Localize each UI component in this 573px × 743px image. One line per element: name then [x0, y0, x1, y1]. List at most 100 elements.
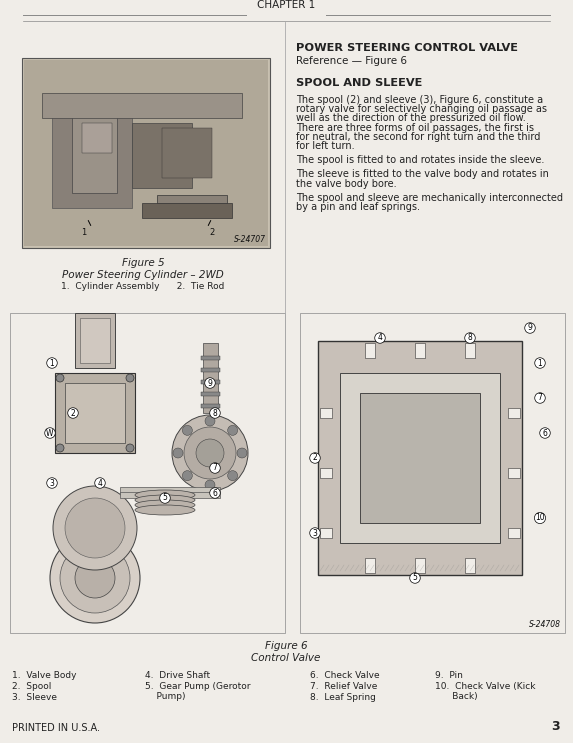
Ellipse shape [135, 500, 195, 510]
Bar [508, 408, 520, 418]
Circle shape [65, 498, 125, 558]
Text: 3: 3 [49, 478, 54, 487]
Bar [72, 113, 117, 193]
Circle shape [182, 470, 193, 481]
Text: Pump): Pump) [145, 692, 186, 701]
Text: by a pin and leaf springs.: by a pin and leaf springs. [296, 202, 420, 212]
Circle shape [205, 416, 215, 426]
Bar [120, 487, 220, 493]
Bar [320, 528, 332, 538]
Text: 9: 9 [528, 323, 532, 333]
Bar [465, 343, 475, 358]
Text: 2: 2 [70, 409, 76, 418]
Bar [157, 195, 227, 203]
Bar [340, 373, 500, 543]
Text: The spool (2) and sleeve (3), Figure 6, constitute a: The spool (2) and sleeve (3), Figure 6, … [296, 95, 543, 105]
Circle shape [173, 448, 183, 458]
Circle shape [53, 486, 137, 570]
Text: POWER STEERING CONTROL VALVE: POWER STEERING CONTROL VALVE [296, 43, 518, 53]
Text: Control Valve: Control Valve [252, 653, 321, 663]
Text: Figure 6: Figure 6 [265, 641, 307, 651]
Text: 1: 1 [81, 228, 87, 237]
Text: 2: 2 [313, 453, 317, 462]
Text: 6.  Check Valve: 6. Check Valve [310, 671, 380, 680]
Circle shape [205, 480, 215, 490]
Text: Figure 5: Figure 5 [121, 258, 164, 268]
Circle shape [172, 415, 248, 491]
Bar [201, 368, 220, 372]
Text: for left turn.: for left turn. [296, 141, 355, 151]
Circle shape [182, 426, 193, 435]
Text: 7.  Relief Valve: 7. Relief Valve [310, 682, 378, 691]
Text: 1: 1 [50, 359, 54, 368]
Ellipse shape [135, 505, 195, 515]
Text: 9: 9 [207, 378, 213, 388]
Text: rotary valve for selectively changing oil passage as: rotary valve for selectively changing oi… [296, 104, 547, 114]
Bar [201, 356, 220, 360]
Circle shape [50, 533, 140, 623]
Bar [508, 528, 520, 538]
Circle shape [56, 374, 64, 382]
Text: Reference — Figure 6: Reference — Figure 6 [296, 56, 407, 66]
Circle shape [75, 558, 115, 598]
Text: 1: 1 [537, 359, 543, 368]
Circle shape [56, 444, 64, 452]
FancyBboxPatch shape [22, 58, 270, 248]
Text: 7: 7 [537, 394, 543, 403]
Bar [52, 98, 132, 208]
Bar [162, 128, 212, 178]
Bar [142, 203, 232, 218]
Circle shape [126, 374, 134, 382]
Text: 9.  Pin: 9. Pin [435, 671, 463, 680]
Bar [42, 93, 242, 118]
Text: well as the direction of the pressurized oil flow.: well as the direction of the pressurized… [296, 114, 526, 123]
Text: S-24708: S-24708 [529, 620, 561, 629]
Text: Back): Back) [435, 692, 478, 701]
Text: S-24707: S-24707 [234, 235, 266, 244]
Circle shape [227, 470, 238, 481]
Ellipse shape [135, 490, 195, 500]
Text: 2: 2 [209, 228, 215, 237]
Text: 7: 7 [213, 464, 217, 473]
Text: 6: 6 [543, 429, 547, 438]
Circle shape [196, 439, 224, 467]
Bar [120, 492, 220, 498]
Bar [203, 343, 218, 413]
Text: CHAPTER 1: CHAPTER 1 [257, 0, 316, 10]
Text: Power Steering Cylinder – 2WD: Power Steering Cylinder – 2WD [62, 270, 224, 280]
Text: PRINTED IN U.S.A.: PRINTED IN U.S.A. [12, 723, 100, 733]
Bar [415, 343, 425, 358]
Circle shape [126, 444, 134, 452]
Bar [201, 380, 220, 384]
Bar [24, 60, 268, 246]
Text: SPOOL AND SLEEVE: SPOOL AND SLEEVE [296, 78, 422, 88]
Bar [360, 393, 480, 523]
Bar [201, 392, 220, 396]
Circle shape [184, 427, 236, 479]
Text: 4: 4 [378, 334, 382, 343]
Bar [75, 313, 115, 368]
Text: 4.  Drive Shaft: 4. Drive Shaft [145, 671, 210, 680]
Text: 3: 3 [551, 720, 560, 733]
Text: 10.  Check Valve (Kick: 10. Check Valve (Kick [435, 682, 536, 691]
Text: the valve body bore.: the valve body bore. [296, 178, 397, 189]
Bar [365, 558, 375, 573]
Bar [80, 318, 110, 363]
Text: 1.  Valve Body: 1. Valve Body [12, 671, 77, 680]
Text: W: W [46, 429, 54, 438]
Bar [365, 343, 375, 358]
Text: The spool and sleeve are mechanically interconnected: The spool and sleeve are mechanically in… [296, 192, 563, 203]
Text: 5.  Gear Pump (Gerotor: 5. Gear Pump (Gerotor [145, 682, 250, 691]
Circle shape [227, 426, 238, 435]
Text: 8: 8 [213, 409, 217, 418]
Circle shape [237, 448, 247, 458]
Text: 3.  Sleeve: 3. Sleeve [12, 693, 57, 702]
Bar [55, 373, 135, 453]
Bar [65, 383, 125, 443]
Text: 10: 10 [535, 513, 545, 522]
Text: The spool is fitted to and rotates inside the sleeve.: The spool is fitted to and rotates insid… [296, 155, 544, 165]
Bar [320, 468, 332, 478]
Text: 6: 6 [213, 488, 217, 498]
Text: The sleeve is fitted to the valve body and rotates in: The sleeve is fitted to the valve body a… [296, 169, 549, 179]
Bar [465, 558, 475, 573]
